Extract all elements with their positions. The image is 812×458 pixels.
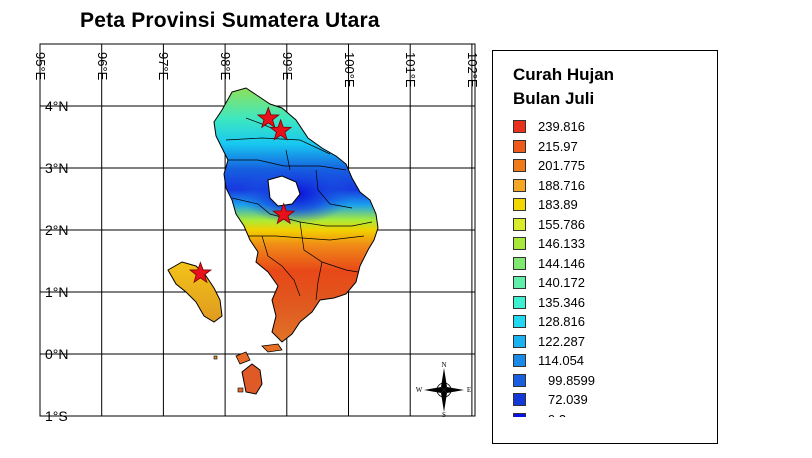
- legend-item: 188.716: [513, 176, 703, 196]
- batu-island-1: [241, 363, 263, 395]
- legend-swatch: [513, 276, 526, 290]
- legend-item: 239.816: [513, 117, 703, 137]
- legend-swatch: [513, 354, 526, 368]
- station-star-marker: [188, 261, 213, 284]
- legend-item: 99.8599: [513, 371, 703, 391]
- legend-swatch: [513, 139, 526, 153]
- station-star-marker: [272, 202, 296, 225]
- legend-value: 155.786: [538, 216, 585, 232]
- legend-item: 155.786: [513, 215, 703, 235]
- latitude-label: 4°N: [45, 98, 69, 114]
- station-star-marker: [256, 106, 280, 129]
- legend-item: 215.97: [513, 137, 703, 157]
- legend-value: 72.039: [548, 392, 588, 408]
- legend-value: 135.346: [538, 294, 585, 310]
- legend-swatch: [513, 178, 526, 192]
- latitude-label: 2°N: [45, 222, 69, 238]
- longitude-label: 95°E: [33, 52, 48, 81]
- nias-island: [167, 261, 223, 323]
- legend-item: 135.346: [513, 293, 703, 313]
- islet: [213, 355, 218, 360]
- legend-value: 114.054: [538, 353, 585, 369]
- legend-swatch: [513, 412, 526, 417]
- legend-item: 128.816: [513, 312, 703, 332]
- islet: [237, 387, 244, 393]
- compass-rose-icon: N S W E: [416, 362, 471, 418]
- longitude-label: 101°E: [403, 52, 419, 88]
- longitude-label: 102°E: [464, 52, 480, 88]
- longitude-label: 96°E: [94, 52, 110, 81]
- legend-swatch: [513, 256, 526, 270]
- legend-item: 72.039: [513, 390, 703, 410]
- legend-item: 114.054: [513, 351, 703, 371]
- legend-value: 215.97: [538, 138, 578, 154]
- legend-value: 239.816: [538, 119, 585, 135]
- compass-s: S: [442, 411, 446, 418]
- legend-value: 140.172: [538, 275, 585, 291]
- legend-swatch: [513, 217, 526, 231]
- legend-item: 140.172: [513, 273, 703, 293]
- legend-title-line2: Bulan Juli: [513, 89, 595, 108]
- legend-value: 144.146: [538, 255, 585, 271]
- longitude-label: 99°E: [279, 52, 295, 81]
- legend-value: 183.89: [538, 197, 578, 213]
- legend-item: 144.146: [513, 254, 703, 274]
- legend-item: 146.133: [513, 234, 703, 254]
- legend-swatch: [513, 159, 526, 173]
- legend-panel: Curah Hujan Bulan Juli 239.816 215.97 201.…: [492, 50, 718, 444]
- latitude-label: 1°N: [45, 284, 69, 300]
- lake-toba: [267, 175, 301, 207]
- latitude-label: 1°S: [45, 408, 68, 424]
- legend-title: Curah Hujan Bulan Juli: [513, 63, 614, 111]
- station-star-marker: [269, 118, 293, 141]
- batu-island-2: [235, 351, 251, 365]
- legend-value: 188.716: [538, 177, 585, 193]
- legend-swatch: [513, 393, 526, 407]
- latitude-label: 0°N: [45, 346, 69, 362]
- legend-swatch: [513, 198, 526, 212]
- legend-swatch: [513, 237, 526, 251]
- compass-w: W: [416, 386, 423, 394]
- map-title: Peta Provinsi Sumatera Utara: [80, 9, 380, 32]
- batu-island-3: [261, 343, 283, 353]
- longitude-label: 97°E: [156, 52, 172, 81]
- legend-item: 122.287: [513, 332, 703, 352]
- legend-item: 9.3: [513, 410, 703, 417]
- regency-boundaries: [225, 117, 373, 301]
- legend-swatch: [513, 315, 526, 329]
- legend-value: 201.775: [538, 158, 585, 174]
- legend-value: 128.816: [538, 314, 585, 330]
- legend-title-line1: Curah Hujan: [513, 65, 615, 84]
- legend-item: 201.775: [513, 156, 703, 176]
- legend-list: 239.816 215.97 201.775 188.716 183.89 155.786…: [513, 117, 703, 417]
- legend-value: 9.3: [538, 412, 566, 417]
- latitude-label: 3°N: [45, 160, 69, 176]
- longitude-label: 100°E: [341, 52, 357, 88]
- compass-e: E: [467, 386, 471, 394]
- legend-swatch: [513, 373, 526, 387]
- legend-value: 122.287: [538, 333, 585, 349]
- legend-value: 146.133: [538, 236, 585, 252]
- longitude-label: 98°E: [218, 52, 234, 81]
- legend-swatch: [513, 295, 526, 309]
- legend-swatch: [513, 334, 526, 348]
- legend-value: 99.8599: [548, 372, 595, 388]
- compass-n: N: [441, 362, 446, 369]
- legend-item: 183.89: [513, 195, 703, 215]
- legend-swatch: [513, 120, 526, 134]
